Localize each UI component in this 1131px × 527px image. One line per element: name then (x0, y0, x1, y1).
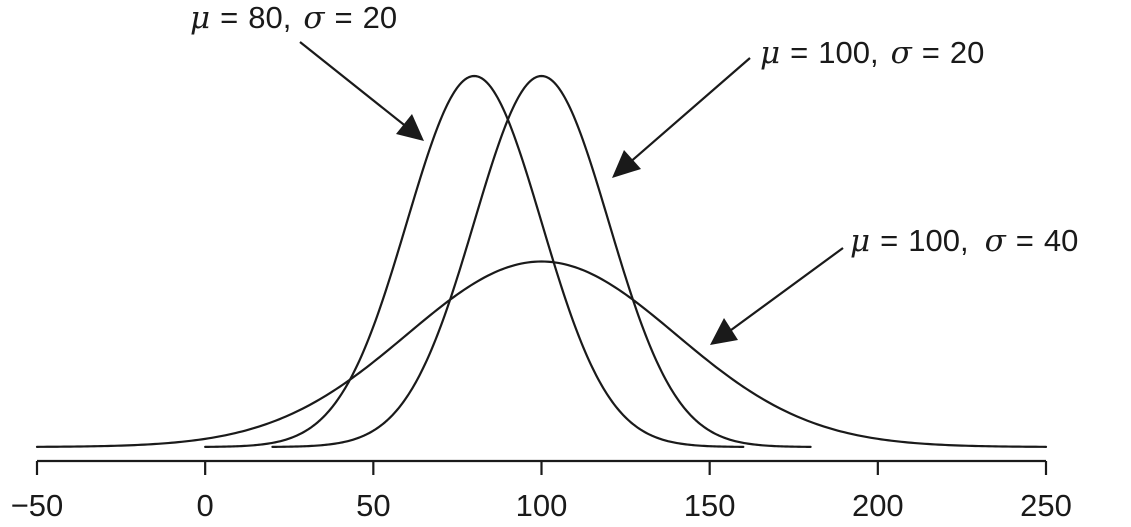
arrow-head (710, 318, 738, 345)
x-tick-label: 150 (684, 488, 736, 523)
arrow-line (726, 247, 844, 334)
x-tick-label: 200 (852, 488, 904, 523)
sigma-symbol: σ (891, 35, 913, 71)
series-curve-1 (204, 74, 745, 448)
annotation-mu100-sigma20: μ = 100, σ = 20 (612, 35, 984, 178)
annotation-mu100-sigma40: μ = 100, σ = 40 (710, 223, 1078, 345)
mu-symbol: μ (190, 0, 210, 36)
arrow-line (627, 57, 751, 165)
arrow-head (396, 114, 424, 141)
sigma-value: 20 (950, 35, 984, 70)
curves-group (35, 74, 1048, 448)
sigma-value: 40 (1044, 223, 1078, 258)
arrow-line (299, 41, 409, 129)
equals-sign: = (335, 0, 353, 35)
series-curve-2 (271, 74, 812, 448)
arrow-head (612, 150, 641, 178)
annotation-label: μ = 100, σ = 40 (850, 223, 1078, 259)
equals-sign: = (220, 0, 238, 35)
equals-sign: = (922, 35, 940, 70)
x-tick-label: 250 (1020, 488, 1072, 523)
x-tick-label: 50 (356, 488, 390, 523)
mu-symbol: μ (850, 223, 870, 259)
equals-sign: = (880, 223, 898, 258)
annotation-label: μ = 100, σ = 20 (760, 35, 984, 71)
mu-value: 100, (818, 35, 878, 70)
equals-sign: = (1016, 223, 1034, 258)
x-tick-label: −50 (11, 488, 64, 523)
sigma-symbol: σ (985, 223, 1007, 259)
sigma-value: 20 (363, 0, 397, 35)
mu-symbol: μ (760, 35, 780, 71)
equals-sign: = (790, 35, 808, 70)
series-curve-3 (35, 260, 1048, 448)
x-tick-label: 100 (516, 488, 568, 523)
mu-value: 80, (248, 0, 291, 35)
annotation-label: μ = 80, σ = 20 (190, 0, 397, 36)
annotation-mu80-sigma20: μ = 80, σ = 20 (190, 0, 424, 141)
x-tick-label: 0 (197, 488, 214, 523)
x-axis: −50 0 50 100 150 200 250 (11, 459, 1072, 523)
mu-value: 100, (908, 223, 968, 258)
sigma-symbol: σ (303, 0, 325, 36)
